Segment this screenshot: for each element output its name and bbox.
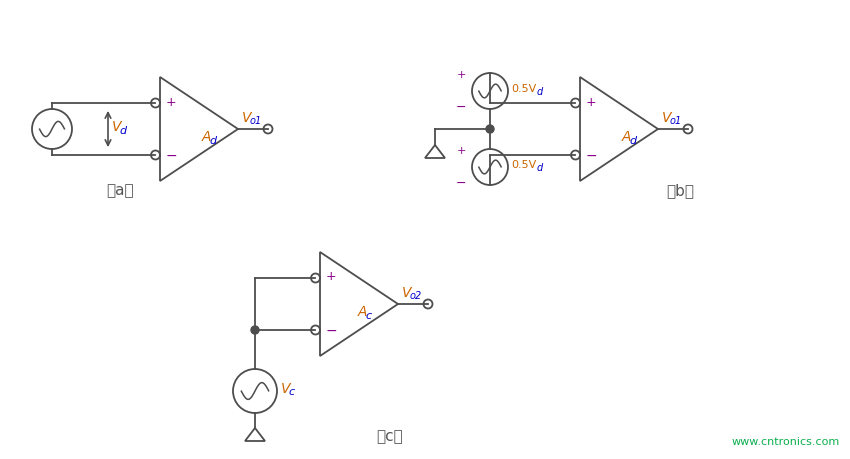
Text: 0.5V: 0.5V: [511, 160, 536, 170]
Text: c: c: [288, 387, 294, 397]
Text: V: V: [112, 120, 122, 134]
Text: V: V: [402, 286, 411, 300]
Text: c: c: [366, 311, 371, 321]
Text: −: −: [586, 149, 598, 163]
Text: +: +: [326, 270, 337, 284]
Text: +: +: [586, 95, 597, 108]
Text: 0.5V: 0.5V: [511, 84, 536, 94]
Text: −: −: [166, 149, 178, 163]
Text: V: V: [242, 111, 252, 125]
Text: A: A: [358, 305, 367, 319]
Text: +: +: [456, 70, 466, 80]
Text: d: d: [537, 163, 543, 173]
Text: V: V: [662, 111, 672, 125]
Text: −: −: [456, 101, 466, 113]
Text: −: −: [326, 324, 337, 338]
Text: d: d: [209, 136, 216, 146]
Text: o1: o1: [669, 116, 682, 126]
Text: +: +: [166, 95, 177, 108]
Text: （b）: （b）: [666, 184, 694, 198]
Text: o1: o1: [249, 116, 262, 126]
Circle shape: [486, 125, 494, 133]
Text: www.cntronics.com: www.cntronics.com: [732, 437, 840, 447]
Text: o2: o2: [409, 291, 422, 301]
Circle shape: [251, 326, 259, 334]
Text: −: −: [456, 177, 466, 190]
Text: A: A: [202, 130, 212, 144]
Text: d: d: [537, 87, 543, 97]
Text: d: d: [629, 136, 637, 146]
Text: （c）: （c）: [377, 430, 404, 444]
Text: d: d: [119, 126, 127, 136]
Text: +: +: [456, 146, 466, 156]
Text: （a）: （a）: [106, 184, 133, 198]
Text: V: V: [281, 382, 291, 396]
Text: A: A: [622, 130, 632, 144]
